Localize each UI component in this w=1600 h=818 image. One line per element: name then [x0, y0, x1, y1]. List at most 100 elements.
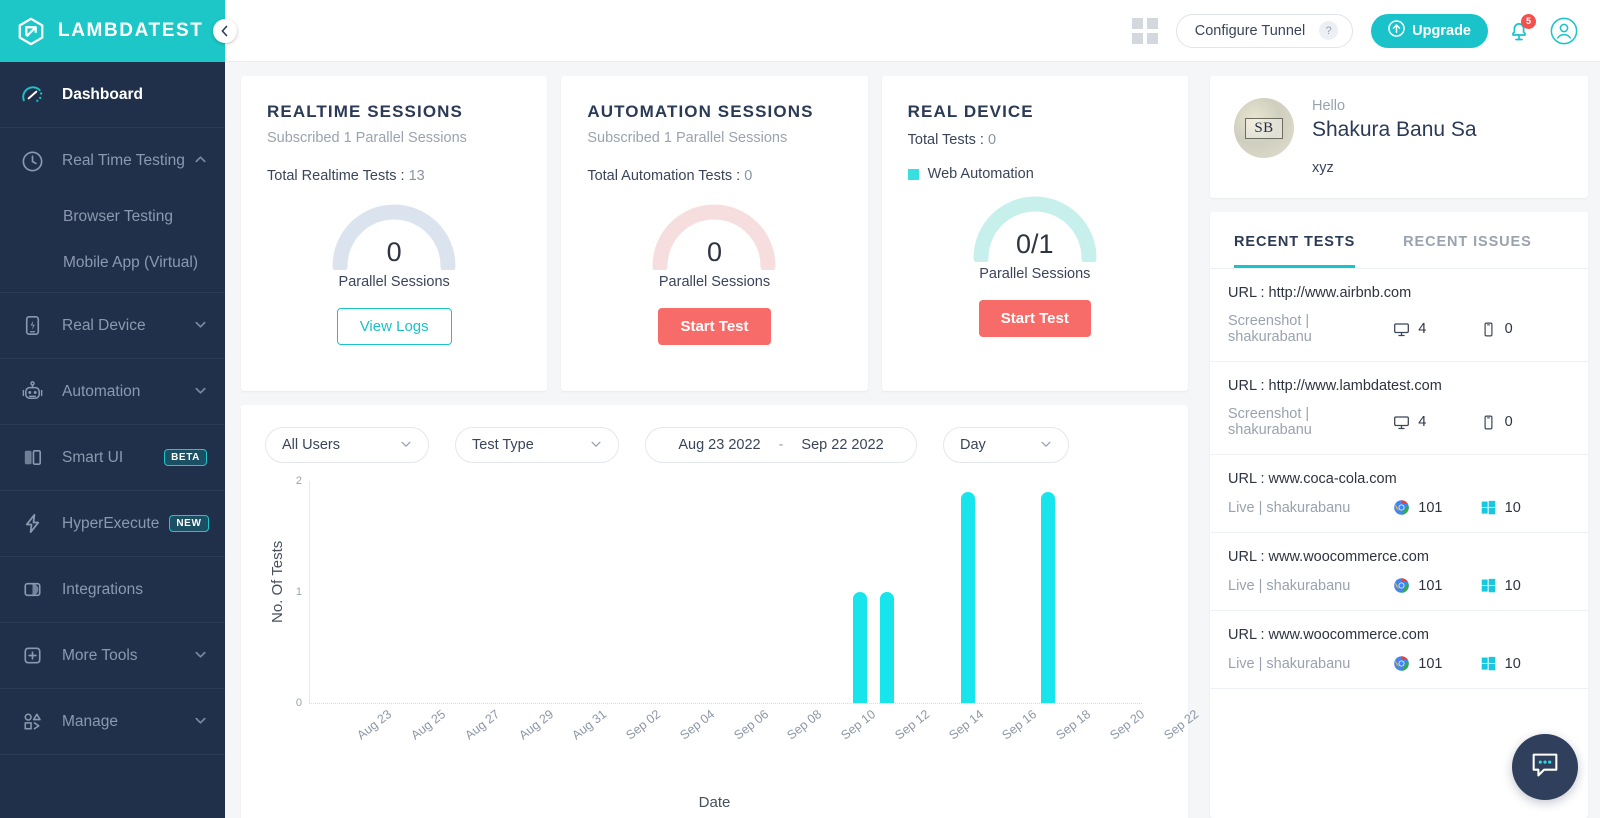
- status-badge-new: NEW: [169, 515, 209, 532]
- chart-bar[interactable]: [1041, 492, 1056, 703]
- sidebar-item-mobile-app-virtual[interactable]: Mobile App (Virtual): [0, 240, 225, 286]
- users-filter-select[interactable]: All Users: [265, 427, 429, 463]
- sidebar-item-dashboard[interactable]: Dashboard: [0, 62, 225, 128]
- speedometer-icon: [18, 81, 46, 109]
- chevron-down-icon[interactable]: [194, 384, 207, 400]
- x-axis-tick: Sep 06: [731, 707, 771, 743]
- start-test-button-real-device[interactable]: Start Test: [978, 300, 1091, 337]
- upgrade-button[interactable]: Upgrade: [1371, 13, 1488, 48]
- user-avatar-icon[interactable]: [1550, 17, 1578, 45]
- x-axis-line: [309, 703, 1142, 704]
- smart-ui-icon: [18, 444, 46, 472]
- metric-value: 0: [1504, 414, 1513, 430]
- tab-recent-issues[interactable]: RECENT ISSUES: [1403, 234, 1532, 250]
- gauge-wrapper: 0 Parallel Sessions Start Test: [587, 198, 841, 345]
- chart-bar[interactable]: [880, 592, 895, 703]
- recent-tests-list[interactable]: URL : http://www.airbnb.com Screenshot | …: [1210, 269, 1588, 818]
- user-organization: xyz: [1312, 160, 1334, 176]
- session-cards: REALTIME SESSIONS Subscribed 1 Parallel …: [241, 76, 1188, 391]
- granularity-value: Day: [960, 437, 986, 453]
- start-test-button-automation[interactable]: Start Test: [658, 308, 771, 345]
- test-type-user: Live | shakurabanu: [1228, 655, 1351, 672]
- sidebar-item-label: More Tools: [62, 646, 138, 664]
- test-list-item[interactable]: URL : www.woocommerce.com Live | shakurab…: [1210, 611, 1588, 689]
- chevron-down-icon[interactable]: [194, 648, 207, 664]
- configure-tunnel-button[interactable]: Configure Tunnel ?: [1175, 13, 1354, 48]
- test-list-item[interactable]: URL : www.woocommerce.com Live | shakurab…: [1210, 533, 1588, 611]
- plot-area: 0 1 2: [296, 475, 1142, 709]
- tab-recent-tests[interactable]: RECENT TESTS: [1234, 212, 1356, 268]
- sidebar-item-real-time-testing[interactable]: Real Time Testing: [0, 128, 225, 194]
- chart-bar[interactable]: [853, 592, 868, 703]
- upgrade-label: Upgrade: [1412, 22, 1471, 39]
- lightning-bolt-icon: [18, 510, 46, 538]
- integrations-icon: [18, 576, 46, 604]
- test-url: URL : http://www.airbnb.com: [1228, 285, 1412, 301]
- gauge-value: 0: [706, 237, 722, 267]
- sidebar-item-browser-testing[interactable]: Browser Testing: [0, 194, 225, 240]
- windows-icon: [1480, 499, 1497, 516]
- card-subtitle: Subscribed 1 Parallel Sessions: [587, 130, 788, 146]
- metric-primary: 4: [1393, 414, 1479, 431]
- chevron-up-icon[interactable]: [194, 153, 207, 169]
- test-list-item[interactable]: URL : http://www.airbnb.com Screenshot | …: [1210, 269, 1588, 362]
- test-type-user: Screenshot | shakurabanu: [1228, 406, 1312, 438]
- chevron-down-icon[interactable]: [194, 714, 207, 730]
- card-real-device: REAL DEVICE Total Tests : 0 Web Automati…: [881, 76, 1188, 391]
- x-axis-tick: Sep 18: [1053, 707, 1094, 743]
- chat-support-button[interactable]: [1512, 734, 1578, 800]
- chart-bar[interactable]: [960, 492, 975, 703]
- date-to: Sep 22 2022: [801, 437, 884, 453]
- notifications-button[interactable]: 5: [1506, 13, 1536, 44]
- sidebar-item-integrations[interactable]: Integrations: [0, 557, 225, 623]
- bar-series: [310, 481, 1142, 703]
- granularity-select[interactable]: Day: [943, 427, 1069, 463]
- sidebar-item-manage[interactable]: Manage: [0, 689, 225, 755]
- sidebar-item-more-tools[interactable]: More Tools: [0, 623, 225, 689]
- sidebar-item-label: Real Device: [62, 316, 146, 334]
- sidebar-collapse-button[interactable]: [213, 19, 237, 43]
- date-range-dash: -: [778, 437, 784, 453]
- chat-bubble-icon: [1528, 748, 1562, 787]
- view-logs-button[interactable]: View Logs: [336, 308, 452, 345]
- metric-value: 4: [1418, 414, 1427, 430]
- sidebar-item-label: HyperExecute: [62, 514, 160, 532]
- x-axis-tick: Sep 12: [892, 707, 933, 743]
- lambdatest-hex-logo-icon: [16, 16, 46, 46]
- gauge-value: 0/1: [1016, 229, 1054, 259]
- gauge-label: Parallel Sessions: [658, 274, 771, 290]
- date-range-picker[interactable]: Aug 23 2022 - Sep 22 2022: [645, 427, 917, 463]
- recent-tabs: RECENT TESTS RECENT ISSUES: [1210, 212, 1588, 269]
- robot-icon: [18, 378, 46, 406]
- card-total: Total Realtime Tests : 13: [267, 168, 425, 184]
- test-list-item[interactable]: URL : http://www.lambdatest.com Screensho…: [1210, 362, 1588, 455]
- chevron-down-icon: [1040, 438, 1052, 453]
- test-type-filter-value: Test Type: [472, 437, 534, 453]
- mobile-icon: [1480, 414, 1497, 431]
- gauge-wrapper: 0 Parallel Sessions View Logs: [267, 198, 521, 345]
- sidebar-item-hyperexecute[interactable]: HyperExecute NEW: [0, 491, 225, 557]
- grid-apps-icon[interactable]: [1131, 17, 1158, 44]
- metric-value: 101: [1418, 655, 1443, 672]
- sidebar-item-automation[interactable]: Automation: [0, 359, 225, 425]
- shapes-icon: [18, 708, 46, 736]
- tests-chart-panel: All Users Test Type Aug 23: [241, 405, 1201, 818]
- greeting: Hello: [1312, 98, 1346, 114]
- test-list-item[interactable]: URL : www.coca-cola.com Live | shakuraban…: [1210, 455, 1588, 533]
- test-url: URL : http://www.lambdatest.com: [1228, 378, 1442, 394]
- bell-icon: [1506, 22, 1532, 48]
- chevron-down-icon[interactable]: [194, 318, 207, 334]
- sidebar-item-smart-ui[interactable]: Smart UI BETA: [0, 425, 225, 491]
- dashboard-right-column: SB Hello Shakura Banu Sa xyz RECENT TEST…: [1202, 62, 1600, 818]
- chart-filters: All Users Test Type Aug 23: [265, 427, 1164, 463]
- notification-count-badge: 5: [1521, 13, 1536, 29]
- sidebar-subitem-label: Mobile App (Virtual): [63, 254, 198, 271]
- sidebar-item-real-device[interactable]: Real Device: [0, 293, 225, 359]
- test-type-user: Live | shakurabanu: [1228, 577, 1351, 594]
- mobile-icon: [1480, 321, 1497, 338]
- help-question-icon[interactable]: ?: [1319, 21, 1339, 40]
- desktop-icon: [1393, 321, 1410, 338]
- gauge-realtime: 0: [326, 198, 462, 270]
- test-type-filter-select[interactable]: Test Type: [455, 427, 619, 463]
- metric-value: 101: [1418, 577, 1443, 594]
